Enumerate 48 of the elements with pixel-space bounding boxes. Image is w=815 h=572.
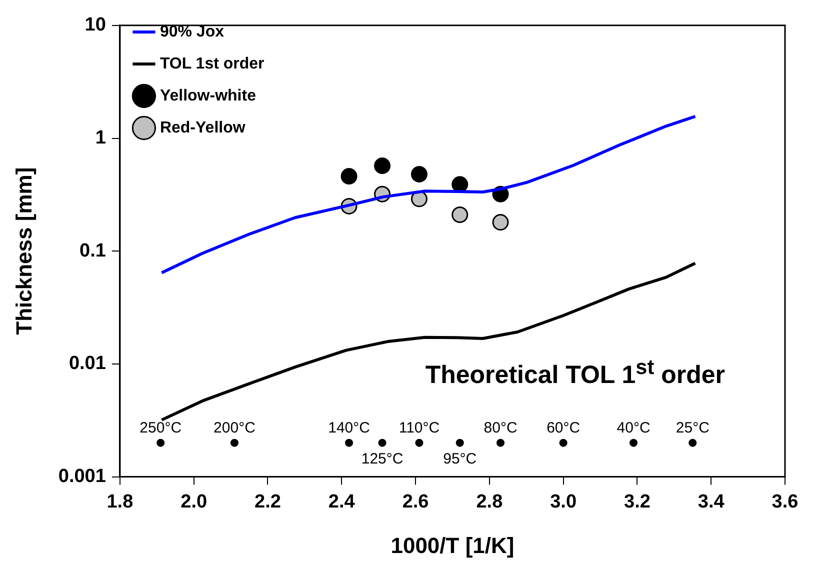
annotation: 110°C: [398, 419, 440, 436]
annotation: 125°C: [361, 450, 404, 468]
x-tick-label: 2.2: [254, 491, 281, 512]
x-tick-label: 1.8: [106, 491, 134, 512]
legend-label: TOL 1st order: [160, 55, 264, 72]
point: [452, 206, 468, 223]
point: [630, 438, 638, 447]
point: [456, 438, 464, 447]
x-tick-label: 3.2: [624, 491, 650, 512]
x-tick-label: 3.6: [772, 491, 798, 512]
x-tick-label: 3.0: [550, 491, 577, 512]
point: [410, 190, 428, 208]
point: [559, 438, 568, 447]
point: [374, 158, 391, 174]
point: [156, 438, 165, 447]
y-tick-label: 10: [84, 14, 106, 36]
x-tick-label: 2.0: [180, 491, 208, 512]
point: [688, 438, 697, 447]
y-tick-label: 1: [95, 127, 106, 148]
y-axis-title: Thickness [mm]: [11, 167, 36, 335]
point: [340, 168, 358, 185]
legend-label: 90% Jox: [160, 23, 224, 40]
annotation: 140°C: [328, 419, 370, 436]
annotation: 80°C: [484, 419, 518, 436]
annotation: 95°C: [443, 450, 477, 468]
point: [378, 438, 386, 447]
point: [492, 214, 509, 231]
annotation: 250°C: [140, 419, 182, 436]
point: [496, 438, 505, 447]
x-tick-label: 2.4: [328, 491, 356, 512]
x-tick-label: 3.4: [698, 491, 725, 512]
point: [345, 438, 354, 447]
point: [230, 438, 238, 447]
annotation: 25°C: [676, 419, 710, 436]
y-tick-label: 0.01: [68, 353, 106, 374]
annotation: 40°C: [616, 419, 650, 436]
y-tick-label: 0.1: [80, 240, 106, 262]
x-axis-title: 1000/T [1/K]: [390, 532, 514, 558]
annotation: Theoretical TOL 1$^{st}$ order: [425, 356, 725, 390]
legend-label: Yellow-white: [160, 87, 256, 104]
y-tick-label: 0.001: [58, 466, 106, 488]
annotation: 200°C: [214, 419, 256, 436]
annotation: 60°C: [546, 419, 580, 436]
point: [415, 438, 424, 447]
legend-label: Red-Yellow: [160, 119, 246, 136]
x-tick-label: 2.8: [476, 491, 503, 512]
point: [410, 166, 428, 182]
x-tick-label: 2.6: [402, 491, 429, 512]
